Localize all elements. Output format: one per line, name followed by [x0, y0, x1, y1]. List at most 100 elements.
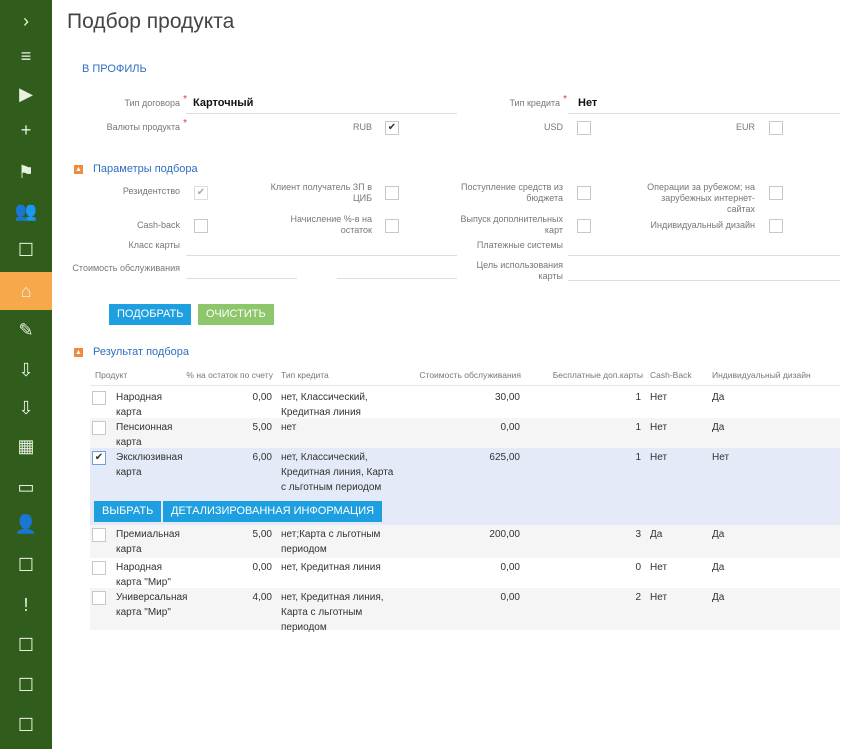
card-class-input[interactable]	[186, 255, 457, 256]
row-checkbox[interactable]: ✔	[92, 451, 106, 465]
profile-link[interactable]: В ПРОФИЛЬ	[82, 63, 147, 75]
interest-rate: 0,00	[252, 392, 272, 403]
residency-label: Резидентство	[122, 186, 180, 196]
cashback-checkbox[interactable]	[194, 219, 208, 233]
table-row[interactable]: Народная карта 0,00 нет, Классический, К…	[90, 388, 840, 418]
currencies-label: Валюты продукта	[80, 118, 187, 133]
table-row[interactable]: Народная карта "Мир" 0,00 нет, Кредитная…	[90, 558, 840, 588]
product-name: Народная карта "Мир"	[116, 562, 171, 588]
custom-design: Нет	[712, 452, 730, 463]
collapse-icon[interactable]: ▲	[74, 165, 83, 174]
sidebar-chat-person-icon[interactable]: ☐	[17, 554, 35, 575]
sidebar-alert-chat-icon[interactable]: !	[23, 594, 29, 615]
card-class-label: Класс карты	[128, 240, 180, 250]
credit-type-underline	[568, 113, 840, 114]
interest-rate: 0,00	[252, 562, 272, 573]
budget-income-checkbox[interactable]	[577, 186, 591, 200]
page-title: Подбор продукта	[67, 10, 235, 33]
service-cost-to-input[interactable]	[337, 278, 457, 279]
sidebar-chat-contact-icon[interactable]: ☐	[17, 239, 35, 260]
custom-design: Да	[712, 529, 725, 540]
table-row[interactable]: Пенсионная карта 5,00 нет 0,00 1 Нет Да	[90, 418, 840, 448]
sidebar-edit-doc-icon[interactable]: ✎	[18, 319, 34, 340]
service-cost: 30,00	[494, 392, 520, 403]
table-row[interactable]: Универсальная карта "Мир" 4,00 нет, Кред…	[90, 588, 840, 633]
product-name: Премиальная карта	[116, 529, 180, 555]
sidebar-briefcase-icon[interactable]: ▭	[17, 476, 35, 497]
details-button[interactable]: ДЕТАЛИЗИРОВАННАЯ ИНФОРМАЦИЯ	[163, 501, 383, 522]
select-button[interactable]: ПОДОБРАТЬ	[109, 304, 192, 325]
interest-rate: 6,00	[252, 452, 272, 463]
budget-income-label: Поступление средств из бюджета	[461, 182, 563, 203]
header-divider	[90, 385, 840, 386]
sidebar-import-contact-2-icon[interactable]: ⇩	[18, 397, 34, 418]
row-checkbox[interactable]	[92, 591, 106, 605]
free-cards: 1	[635, 392, 641, 403]
free-cards: 1	[635, 452, 641, 463]
row-checkbox[interactable]	[92, 528, 106, 542]
sidebar-home-icon[interactable]: ⌂	[0, 272, 52, 310]
col-header-custom-design[interactable]: Индивидуальный дизайн	[712, 370, 811, 380]
payment-systems-input[interactable]	[568, 255, 840, 256]
sidebar-menu-icon[interactable]: ≡	[20, 45, 32, 66]
custom-design-checkbox[interactable]	[769, 219, 783, 233]
free-cards: 1	[635, 422, 641, 433]
rub-checkbox[interactable]: ✔	[385, 121, 399, 135]
custom-design: Да	[712, 562, 725, 573]
abroad-ops-checkbox[interactable]	[769, 186, 783, 200]
sidebar-chevron-right-icon[interactable]: ›	[23, 10, 29, 31]
rub-label: RUB	[352, 122, 372, 132]
interest-rate: 5,00	[252, 422, 272, 433]
extra-cards-checkbox[interactable]	[577, 219, 591, 233]
col-header-cashback[interactable]: Cash-Back	[650, 370, 692, 380]
sidebar-chat-person-2-icon[interactable]: ☐	[17, 634, 35, 655]
sidebar-flag-icon[interactable]: ⚑	[17, 161, 35, 182]
credit-type: нет	[281, 422, 297, 433]
col-header-free-cards[interactable]: Бесплатные доп.карты	[552, 370, 643, 380]
usd-label: USD	[543, 122, 563, 132]
eur-checkbox[interactable]	[769, 121, 783, 135]
usd-checkbox[interactable]	[577, 121, 591, 135]
service-cost-from-input[interactable]	[186, 278, 297, 279]
sidebar-import-contact-icon[interactable]: ⇩	[18, 359, 34, 380]
col-header-service-cost[interactable]: Стоимость обслуживания	[419, 370, 521, 380]
choose-button[interactable]: ВЫБРАТЬ	[94, 501, 162, 522]
interest-label: Начисление %-в на остаток	[290, 214, 372, 235]
service-cost: 625,00	[489, 452, 520, 463]
collapse-icon[interactable]: ▲	[74, 348, 83, 357]
cashback: Нет	[650, 452, 668, 463]
credit-type-value[interactable]: Нет	[578, 97, 598, 109]
sidebar-chat-person-3-icon[interactable]: ☐	[17, 674, 35, 695]
salary-client-checkbox[interactable]	[385, 186, 399, 200]
card-purpose-input[interactable]	[568, 280, 840, 281]
eur-label: EUR	[735, 122, 755, 132]
abroad-ops-label: Операции за рубежом; на зарубежных интер…	[647, 182, 755, 214]
row-checkbox[interactable]	[92, 421, 106, 435]
residency-checkbox[interactable]: ✔	[194, 186, 208, 200]
col-header-credit-type[interactable]: Тип кредита	[281, 370, 329, 380]
row-checkbox[interactable]	[92, 391, 106, 405]
results-section-title[interactable]: Результат подбора	[93, 346, 189, 358]
clear-button[interactable]: ОЧИСТИТЬ	[198, 304, 274, 325]
contract-type-value[interactable]: Карточный	[193, 97, 254, 109]
cashback: Да	[650, 529, 663, 540]
service-cost: 0,00	[500, 562, 520, 573]
sidebar-chat-person-4-icon[interactable]: ☐	[17, 714, 35, 735]
sidebar-person-icon[interactable]: 👤	[14, 513, 38, 534]
product-name: Универсальная карта "Мир"	[116, 592, 188, 618]
table-row[interactable]: ✔ Эксклюзивная карта 6,00 нет, Классичес…	[90, 448, 840, 525]
interest-checkbox[interactable]	[385, 219, 399, 233]
credit-type: нет, Классический, Кредитная линия	[281, 392, 368, 418]
row-checkbox[interactable]	[92, 561, 106, 575]
credit-type: нет, Кредитная линия, Карта с льготным п…	[281, 592, 384, 633]
sidebar-plus-icon[interactable]: +	[20, 119, 32, 140]
table-row[interactable]: Премиальная карта 5,00 нет;Карта с льгот…	[90, 525, 840, 558]
custom-design: Да	[712, 422, 725, 433]
sidebar-play-icon[interactable]: ▶	[19, 83, 33, 104]
col-header-interest[interactable]: % на остаток по счету	[186, 370, 273, 380]
col-header-product[interactable]: Продукт	[95, 370, 128, 380]
sidebar-contacts-icon[interactable]: 👥	[14, 200, 38, 221]
sidebar-building-icon[interactable]: ▦	[17, 435, 35, 456]
params-section-title[interactable]: Параметры подбора	[93, 163, 198, 175]
service-cost: 0,00	[500, 592, 520, 603]
